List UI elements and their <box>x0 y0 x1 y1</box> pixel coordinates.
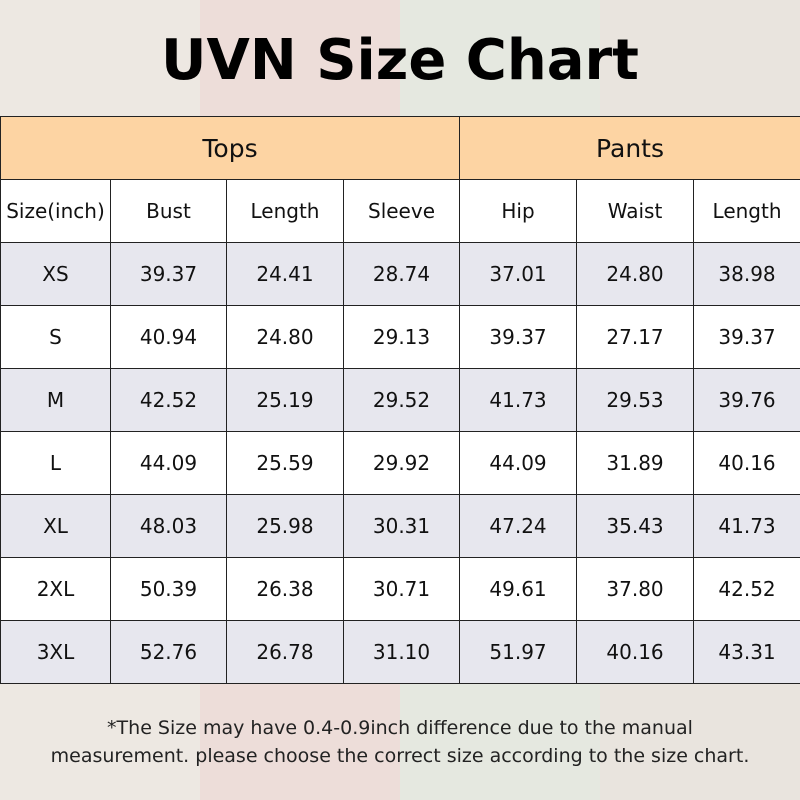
cell: 38.98 <box>693 242 800 306</box>
data-row: XL 48.03 25.98 30.31 47.24 35.43 41.73 <box>0 494 800 558</box>
cell: 40.16 <box>693 431 800 495</box>
cell: 44.09 <box>110 431 227 495</box>
cell: 24.80 <box>226 305 344 369</box>
cell: 41.73 <box>459 368 578 432</box>
column-header: Waist <box>576 179 695 243</box>
cell: 31.89 <box>576 431 695 495</box>
cell: M <box>0 368 111 432</box>
cell: 40.16 <box>576 620 695 684</box>
cell: 43.31 <box>693 620 800 684</box>
header-row: Size(inch) Bust Length Sleeve Hip Waist Length <box>0 179 800 243</box>
cell: 49.61 <box>459 557 578 621</box>
note-line: *The Size may have 0.4-0.9inch differenc… <box>107 717 693 739</box>
data-row: XS 39.37 24.41 28.74 37.01 24.80 38.98 <box>0 242 800 306</box>
column-header: Length <box>693 179 800 243</box>
cell: 26.78 <box>226 620 344 684</box>
cell: 29.92 <box>342 431 461 495</box>
cell: 24.80 <box>576 242 695 306</box>
cell: XS <box>0 242 111 306</box>
column-header: Sleeve <box>342 179 461 243</box>
column-header: Size(inch) <box>0 179 111 243</box>
cell: 50.39 <box>110 557 227 621</box>
data-row: 2XL 50.39 26.38 30.71 49.61 37.80 42.52 <box>0 557 800 621</box>
cell: 42.52 <box>693 557 800 621</box>
column-header: Bust <box>110 179 227 243</box>
size-table: Tops Pants Size(inch) Bust Length Sleeve Hip Wa… <box>0 116 800 684</box>
data-row: L 44.09 25.59 29.92 44.09 31.89 40.16 <box>0 431 800 495</box>
column-header: Length <box>226 179 344 243</box>
cell: 35.43 <box>576 494 695 558</box>
data-row: S 40.94 24.80 29.13 39.37 27.17 39.37 <box>0 305 800 369</box>
cell: 48.03 <box>110 494 227 558</box>
data-row: 3XL 52.76 26.78 31.10 51.97 40.16 43.31 <box>0 620 800 684</box>
cell: 30.31 <box>342 494 461 558</box>
cell: 24.41 <box>226 242 344 306</box>
cell: 39.37 <box>459 305 578 369</box>
cell: 29.53 <box>576 368 695 432</box>
cell: 40.94 <box>110 305 227 369</box>
cell: 37.01 <box>459 242 578 306</box>
cell: 25.98 <box>226 494 344 558</box>
cell: 29.52 <box>342 368 461 432</box>
column-header: Hip <box>459 179 578 243</box>
note-line: measurement. please choose the correct s… <box>50 745 750 767</box>
title: UVN Size Chart <box>161 28 639 93</box>
cell: XL <box>0 494 111 558</box>
cell: 51.97 <box>459 620 578 684</box>
cell: 39.37 <box>693 305 800 369</box>
group-header: Tops <box>0 116 461 180</box>
cell: 39.37 <box>110 242 227 306</box>
cell: 29.13 <box>342 305 461 369</box>
cell: 26.38 <box>226 557 344 621</box>
cell: 44.09 <box>459 431 578 495</box>
cell: 37.80 <box>576 557 695 621</box>
cell: 31.10 <box>342 620 461 684</box>
cell: 52.76 <box>110 620 227 684</box>
cell: 30.71 <box>342 557 461 621</box>
cell: S <box>0 305 111 369</box>
cell: 3XL <box>0 620 111 684</box>
cell: 2XL <box>0 557 111 621</box>
cell: 41.73 <box>693 494 800 558</box>
cell: 27.17 <box>576 305 695 369</box>
cell: 25.59 <box>226 431 344 495</box>
group-header: Pants <box>459 116 800 180</box>
cell: 28.74 <box>342 242 461 306</box>
cell: 47.24 <box>459 494 578 558</box>
data-row: M 42.52 25.19 29.52 41.73 29.53 39.76 <box>0 368 800 432</box>
cell: 39.76 <box>693 368 800 432</box>
group-row: Tops Pants <box>0 116 800 180</box>
cell: 42.52 <box>110 368 227 432</box>
cell: 25.19 <box>226 368 344 432</box>
cell: L <box>0 431 111 495</box>
note: *The Size may have 0.4-0.9inch differenc… <box>0 714 800 770</box>
